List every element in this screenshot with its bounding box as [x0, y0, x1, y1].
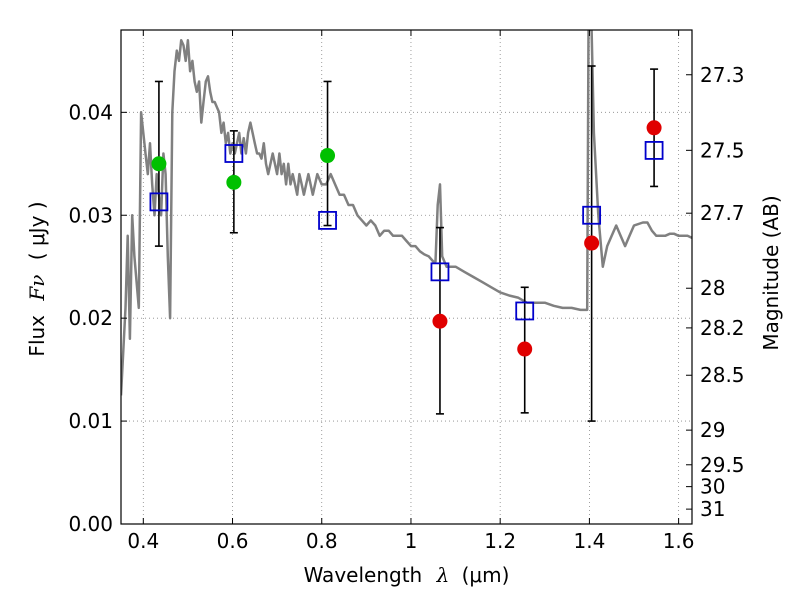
- y-tick-label: 0.01: [68, 409, 113, 433]
- y-axis-label: Flux Fν ( μJy ): [25, 201, 49, 356]
- red-point: [432, 313, 448, 329]
- mag-tick-label: 28.2: [700, 316, 745, 340]
- x-tick-label: 1: [405, 529, 418, 553]
- detection-point: [320, 148, 336, 164]
- mag-tick-label: 28: [700, 276, 725, 300]
- y-tick-label: 0.00: [68, 512, 113, 536]
- x-axis-label-prefix: Wavelength: [304, 563, 423, 587]
- x-axis-label: Wavelength λ (μm): [304, 563, 510, 587]
- model-flux-box: [224, 144, 244, 163]
- error-bar-layer: [154, 65, 659, 422]
- y-tick-label: 0.04: [68, 100, 113, 124]
- y-tick-label: 0.03: [68, 203, 113, 227]
- model-flux-box: [149, 192, 169, 212]
- x-tick-label: 0.4: [127, 529, 159, 553]
- model-flux-box: [430, 262, 450, 282]
- model-flux-box-layer: [149, 141, 664, 321]
- red-point: [517, 341, 533, 357]
- x-axis-label-unit: (μm): [462, 563, 510, 587]
- y-axis-label-symbol: Fν: [25, 275, 49, 302]
- detection-point: [226, 174, 242, 190]
- y-axis-label-unit: ( μJy ): [25, 201, 49, 260]
- magnitude-axis-label: Magnitude (AB): [759, 195, 783, 350]
- model-flux-box: [644, 141, 664, 160]
- x-tick-label: 1.2: [484, 529, 516, 553]
- grid-layer: [121, 30, 692, 524]
- mag-tick-label: 31: [700, 497, 725, 521]
- data-point-layer: [151, 120, 662, 357]
- y-axis-label-prefix: Flux: [25, 315, 49, 357]
- tick-layer: 0.4 0.6 0.8 1 1.2 1.4 1.6 0.00 0.01 0.02 0.03 0.04 2…: [68, 30, 745, 553]
- x-tick-label: 0.8: [306, 529, 338, 553]
- red-point: [646, 120, 662, 136]
- x-axis-label-symbol: λ: [436, 563, 450, 587]
- y-tick-label: 0.02: [68, 306, 113, 330]
- x-tick-label: 1.4: [573, 529, 605, 553]
- model-flux-box: [582, 205, 602, 225]
- mag-tick-label: 27.3: [700, 63, 745, 87]
- model-flux-box: [318, 210, 337, 230]
- red-point: [584, 235, 600, 251]
- mag-tick-label: 29.5: [700, 453, 745, 477]
- mag-tick-label: 28.5: [700, 363, 745, 387]
- x-tick-label: 1.6: [663, 529, 695, 553]
- model-spectrum-line: [121, 30, 692, 396]
- x-tick-label: 0.6: [217, 529, 249, 553]
- plot-frame: [120, 29, 693, 525]
- mag-tick-label: 27.5: [700, 138, 745, 162]
- mag-tick-label: 27.7: [700, 201, 745, 225]
- detection-point: [151, 156, 167, 172]
- mag-tick-label: 30: [700, 475, 725, 499]
- mag-tick-label: 29: [700, 418, 725, 442]
- model-spectrum-layer: [121, 30, 692, 396]
- model-flux-box: [515, 301, 535, 321]
